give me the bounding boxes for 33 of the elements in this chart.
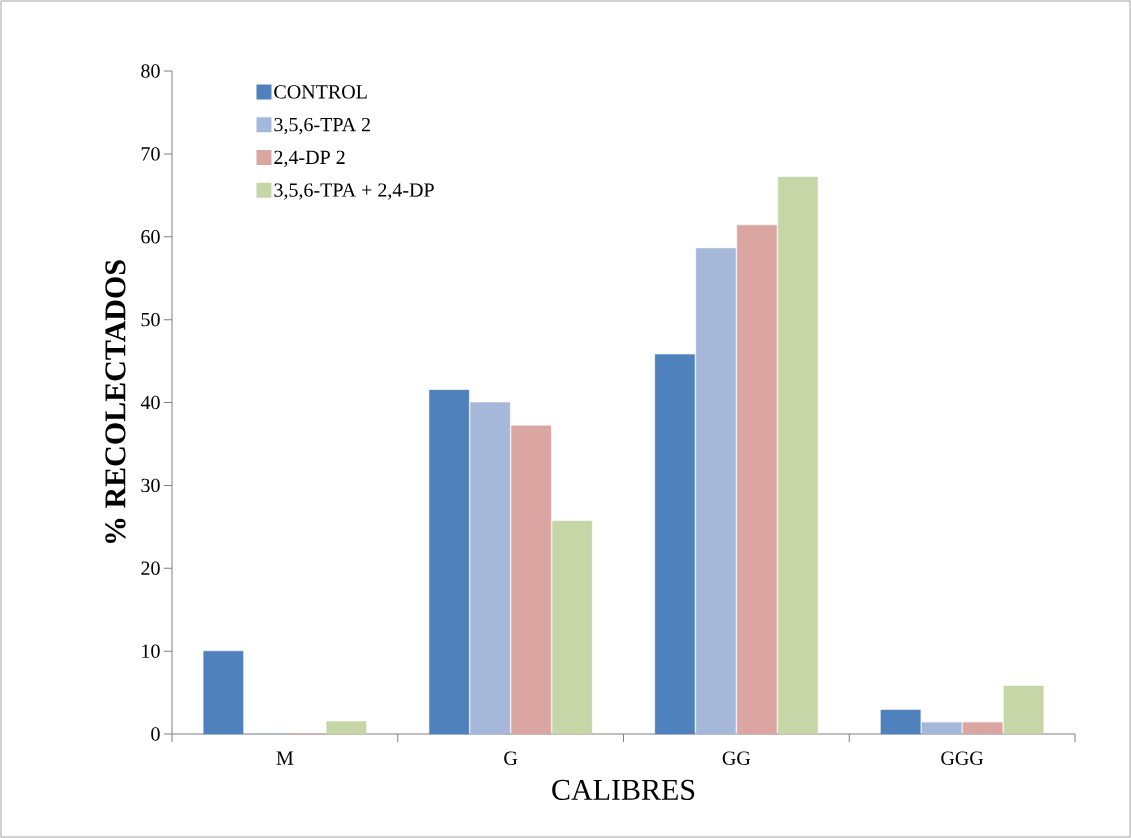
y-tick-label: 20 <box>141 561 160 575</box>
bar <box>736 224 777 735</box>
bar <box>962 722 1003 735</box>
y-tick-label: 50 <box>141 312 160 327</box>
x-tick-label: GG <box>722 751 751 765</box>
x-tick-label: M <box>276 751 294 765</box>
bar <box>429 389 470 735</box>
bar <box>921 722 962 735</box>
y-axis-title: % RECOLECTADOS <box>105 260 126 543</box>
y-tick-label: 30 <box>141 478 160 493</box>
legend-label: 2,4-DP 2 <box>274 150 345 167</box>
bar <box>470 402 511 735</box>
y-tick-label: 70 <box>141 147 160 161</box>
x-tick-label: GGG <box>941 751 984 765</box>
bar <box>654 354 695 735</box>
bar <box>326 721 367 735</box>
y-tick-label: 40 <box>140 395 160 410</box>
bar <box>880 709 921 735</box>
bar <box>777 176 818 735</box>
bar <box>511 425 552 735</box>
y-tick-label: 80 <box>141 64 160 78</box>
y-tick-label: 60 <box>141 230 160 244</box>
bar <box>203 650 244 735</box>
legend-label: 3,5,6-TPA + 2,4-DP <box>274 183 434 200</box>
bar <box>552 520 593 735</box>
legend-label: CONTROL <box>274 85 367 99</box>
bar <box>695 248 736 735</box>
y-tick-label: 10 <box>142 644 160 658</box>
y-tick-label: 0 <box>151 727 160 741</box>
x-axis-title: CALIBRES <box>552 779 695 800</box>
x-tick-label: G <box>504 751 518 765</box>
legend-label: 3,5,6-TPA 2 <box>274 117 370 135</box>
bar <box>1003 685 1044 735</box>
